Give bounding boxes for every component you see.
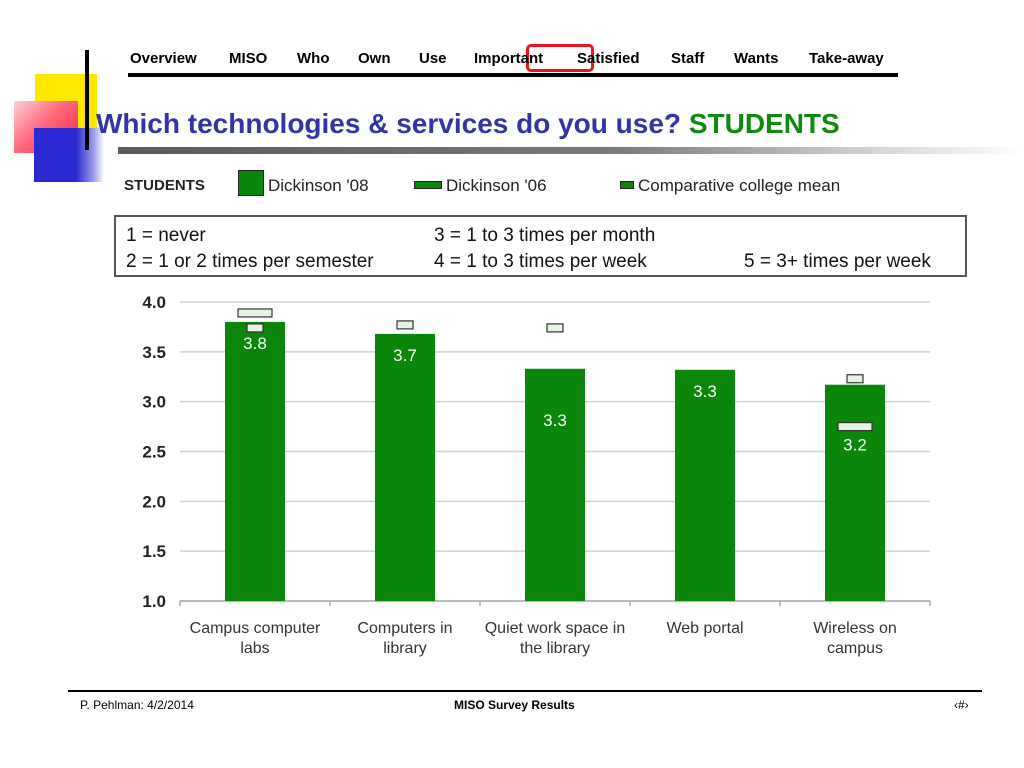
nav-item-overview[interactable]: Overview [130,50,197,67]
bar-value-label-0: 3.8 [243,334,267,353]
legend-swatch-college-mean [620,181,634,189]
y-tick-label-3: 2.5 [142,443,166,462]
bar-value-label-4: 3.2 [843,436,867,455]
footer-page-number: ‹#› [954,698,969,712]
page-title: Which technologies & services do you use… [96,108,840,140]
nav-item-use[interactable]: Use [419,50,447,67]
scale-item-3: 3 = 1 to 3 times per month [434,225,656,246]
footer-presentation-title: MISO Survey Results [454,698,575,712]
nav-item-own[interactable]: Own [358,50,391,67]
marker-dickinson-06-0 [237,308,273,318]
nav-item-take-away[interactable]: Take-away [809,50,884,67]
nav-item-miso[interactable]: MISO [229,50,268,67]
response-scale-box: 1 = never 2 = 1 or 2 times per semester … [114,215,967,277]
x-category-label-1-1: library [383,640,427,657]
nav-item-important[interactable]: Important [474,50,544,67]
x-category-label-4-1: campus [827,640,883,657]
title-underline [118,147,1024,154]
y-tick-label-6: 4.0 [142,293,166,312]
legend-swatch-dickinson-06 [414,181,442,189]
logo-blue-square [34,128,104,182]
bar-dickinson-08-3 [675,369,735,601]
marker-college-mean-4 [846,374,864,384]
bar-value-label-3: 3.3 [693,382,717,401]
y-tick-label-0: 1.0 [142,592,166,611]
x-category-label-2-0: Quiet work space in [485,620,626,637]
y-tick-label-4: 3.0 [142,393,166,412]
legend-label-college-mean: Comparative college mean [638,176,841,195]
bar-value-label-1: 3.7 [393,346,417,365]
legend-swatch-dickinson-08 [238,170,264,196]
x-category-label-0-1: labs [240,640,269,657]
footer-author-date: P. Pehlman: 4/2/2014 [80,698,194,712]
page-title-main: Which technologies & services do you use… [96,108,682,139]
page-title-tag: STUDENTS [688,108,840,139]
nav-item-wants[interactable]: Wants [734,50,779,67]
x-category-label-4-0: Wireless on [813,620,897,637]
nav-active-highlight [526,44,594,72]
x-category-label-2-1: the library [520,640,590,657]
legend-label-dickinson-08: Dickinson '08 [268,176,369,195]
marker-college-mean-1 [396,320,414,330]
marker-college-mean-0 [246,323,264,333]
bar-value-label-2: 3.3 [543,411,567,430]
x-category-label-1-0: Computers in [357,620,452,637]
bar-dickinson-08-0 [225,321,285,601]
scale-item-4: 4 = 1 to 3 times per week [434,251,647,272]
nav-item-staff[interactable]: Staff [671,50,705,67]
scale-item-2: 2 = 1 or 2 times per semester [126,251,374,272]
y-tick-label-5: 3.5 [142,343,166,362]
bar-dickinson-08-4 [825,384,885,601]
nav-item-who[interactable]: Who [297,50,330,67]
bar-dickinson-08-1 [375,333,435,601]
nav-item-satisfied[interactable]: Satisfied [577,50,640,67]
y-tick-label-1: 1.5 [142,542,166,561]
x-category-label-3-0: Web portal [666,620,743,637]
footer-divider [68,690,982,692]
legend-heading: STUDENTS [124,177,205,194]
scale-item-1: 1 = never [126,225,206,246]
x-category-label-0-0: Campus computer [190,620,321,637]
marker-dickinson-06-4 [837,421,873,432]
bar-dickinson-08-2 [525,368,585,601]
y-tick-label-2: 2.0 [142,492,166,511]
marker-college-mean-2 [546,323,564,333]
top-navigation: Overview MISO Who Own Use Important Sati… [128,44,898,77]
legend-label-dickinson-06: Dickinson '06 [446,176,547,195]
scale-item-5: 5 = 3+ times per week [744,251,931,272]
logo-vertical-bar [85,50,89,150]
